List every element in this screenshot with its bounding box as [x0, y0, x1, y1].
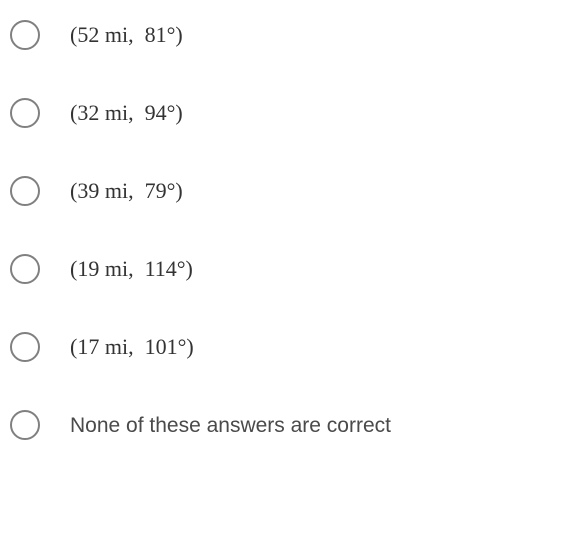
radio-button[interactable] — [10, 176, 40, 206]
option-6[interactable]: None of these answers are correct — [10, 410, 556, 440]
distance-unit: mi — [105, 256, 128, 281]
distance-unit: mi — [105, 334, 128, 359]
option-text: None of these answers are correct — [70, 414, 391, 437]
option-3[interactable]: (39 mi, 79°) — [10, 176, 556, 206]
option-label: (52 mi, 81°) — [70, 22, 183, 48]
distance-value: 39 — [77, 178, 99, 203]
distance-unit: mi — [105, 22, 128, 47]
distance-value: 19 — [77, 256, 99, 281]
option-1[interactable]: (52 mi, 81°) — [10, 20, 556, 50]
radio-button[interactable] — [10, 332, 40, 362]
distance-unit: mi — [105, 100, 128, 125]
radio-group: (52 mi, 81°) (32 mi, 94°) (39 mi, 79°) (… — [10, 20, 556, 440]
option-5[interactable]: (17 mi, 101°) — [10, 332, 556, 362]
option-label: None of these answers are correct — [70, 412, 391, 438]
option-label: (19 mi, 114°) — [70, 256, 193, 282]
radio-button[interactable] — [10, 20, 40, 50]
option-4[interactable]: (19 mi, 114°) — [10, 254, 556, 284]
option-2[interactable]: (32 mi, 94°) — [10, 98, 556, 128]
radio-button[interactable] — [10, 98, 40, 128]
angle-value: 94 — [145, 100, 167, 125]
distance-value: 52 — [77, 22, 99, 47]
distance-value: 17 — [77, 334, 99, 359]
option-label: (39 mi, 79°) — [70, 178, 183, 204]
radio-button[interactable] — [10, 410, 40, 440]
option-label: (17 mi, 101°) — [70, 334, 194, 360]
angle-value: 81 — [145, 22, 167, 47]
distance-unit: mi — [105, 178, 128, 203]
angle-value: 114 — [145, 256, 177, 281]
radio-button[interactable] — [10, 254, 40, 284]
angle-value: 101 — [145, 334, 178, 359]
distance-value: 32 — [77, 100, 99, 125]
option-label: (32 mi, 94°) — [70, 100, 183, 126]
angle-value: 79 — [145, 178, 167, 203]
